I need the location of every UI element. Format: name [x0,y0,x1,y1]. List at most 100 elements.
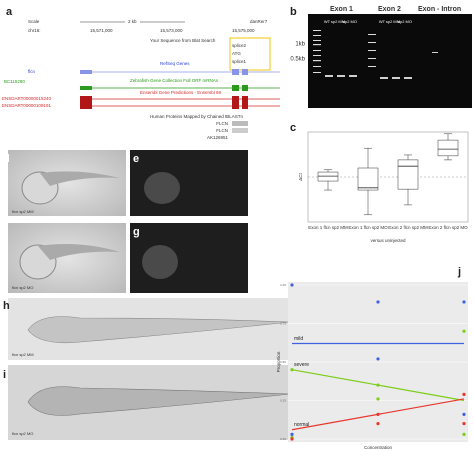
embryo-photos: flcn sp2 MM flcn sp2 MO flcn sp2 MM flcn… [8,150,300,440]
track-name: RefSeq Genes [160,61,190,66]
lane-label: sp2 MM [386,19,400,24]
gel-image [308,14,472,108]
series-label: severe [294,362,309,368]
point [376,397,380,401]
x-tick-label: Exon 2 flcn sp2 MO [428,225,468,230]
x-axis-label: versus uninjected [370,238,406,243]
gene-label: FLCN [216,128,228,133]
point [376,422,380,426]
y-tick-label: 0.00 [280,437,286,441]
gene-label: ENSDART00000109191 [2,103,51,108]
box [437,139,459,157]
x-tick-label: Exon 1 flcn sp2 MM [308,225,348,230]
scale-label: Scale [28,19,40,24]
y-axis-label: ΔCt [298,173,303,181]
track-name: Zebrafish Gene Collection Full ORF mRNAs [130,78,219,83]
series-label: mild [294,336,303,342]
exon [232,69,239,75]
point [290,437,294,441]
y-tick-label: 0.75 [280,321,286,325]
gene-label: FLCN [216,121,228,126]
lane-label: WT [324,19,331,24]
position-label: 15,575,000 [232,28,255,33]
point [290,283,294,287]
scale-bar-label: 2 kb [128,19,137,24]
exon [232,85,239,91]
panel-label: a [6,6,13,18]
gene-label: BC115280 [4,79,25,84]
y-tick-label: 0.50 [280,360,286,364]
assembly-label: danRer7 [250,19,268,24]
position-label: 15,573,000 [160,28,183,33]
y-tick-label: 0.25 [280,398,286,402]
point [462,432,466,436]
point [376,300,380,304]
exon [242,96,248,109]
series-label: normal [294,422,309,428]
exon [242,69,248,75]
photo-caption: flcn sp2 MO [12,431,33,436]
gene-label: AK126951 [207,135,229,140]
exon [80,96,92,109]
gene-label: flcn [28,69,36,74]
x-tick-label: Exon 1 flcn sp2 MO [348,225,388,230]
panel-label: b [290,6,297,18]
box [317,171,339,182]
lane-label: WT [379,19,386,24]
box [397,159,419,190]
point [290,432,294,436]
panel-label: h [3,300,10,312]
embryo [38,244,120,260]
panel-label: i [3,369,6,381]
point [462,422,466,426]
point [462,300,466,304]
genome-browser: Scale chr16: 2 kb danRer7 15,571,000 15,… [2,19,280,140]
gel-group: Exon 1 [330,6,353,13]
marker-label: splice2 [232,43,247,48]
point [290,368,294,372]
lane-label: sp2 MO [398,19,412,24]
bands [325,52,438,79]
blat-label: Your Sequence from Blat Search [150,38,216,43]
point [462,412,466,416]
chrom-label: chr16: [28,28,41,33]
point [376,383,380,387]
exon [80,70,92,74]
marker-label: ATG [232,51,241,56]
track-name: Human Proteins Mapped by Chained tBLASTn [150,114,244,119]
protein [232,128,248,133]
point [376,357,380,361]
point [462,329,466,333]
x-axis-label: Concentration [364,445,393,450]
y-tick-label: 1.00 [280,283,286,287]
point [462,392,466,396]
exon [242,85,248,91]
panel-label: j [457,266,461,278]
y-axis-label: Proportion [276,351,281,372]
panel-label: e [133,153,139,165]
embryo [144,172,180,204]
track-name: Ensembl Gene Predictions - Ensembl 68 [140,90,222,95]
point [376,412,380,416]
embryo [142,245,178,279]
photo-caption: flcn sp2 MM [12,209,34,214]
panel-label: c [290,122,296,134]
gel-group: Exon 2 [378,6,401,13]
gel-group: Exon - Intron [418,6,461,13]
photo-caption: flcn sp2 MM [12,352,34,357]
gel: Exon 1 Exon 2 Exon - Intron 1kb 0.5kb [290,6,472,108]
marker-label: splice1 [232,59,247,64]
position-label: 15,571,000 [90,28,113,33]
embryo [40,171,120,186]
protein [232,121,248,126]
photo-caption: flcn sp2 MO [12,285,33,290]
size-label: 0.5kb [290,57,305,63]
exon [232,96,239,109]
lane-label: sp2 MM [331,19,345,24]
exon [80,86,92,90]
panel-label: g [133,226,140,238]
size-label: 1kb [295,42,305,48]
ladder [313,30,376,73]
panel-label: d [3,153,10,165]
